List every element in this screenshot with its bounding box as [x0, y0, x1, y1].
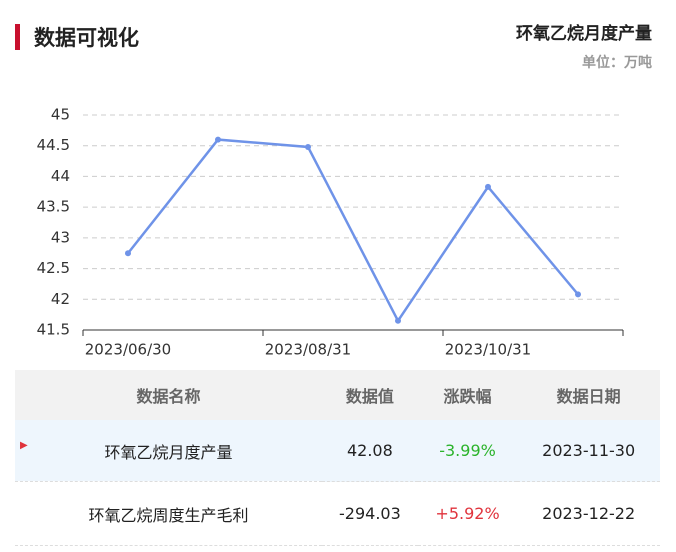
point: [215, 136, 221, 143]
header-bar: [15, 24, 20, 50]
point: [485, 183, 491, 190]
chart-title: 环氧乙烷月度产量: [516, 23, 652, 44]
chart-subtitle: 单位：万吨: [582, 54, 652, 71]
cell-text: 环氧乙烷月度产量: [104, 442, 233, 462]
x-tick-label: 2023/08/31: [265, 341, 351, 359]
point: [125, 250, 131, 257]
chart: 环氧乙烷月度产量 单位：万吨 41.5 42 42.5 43 43.5 44 44.5 45 2…: [37, 23, 652, 359]
cell: -294.03: [322, 481, 418, 546]
x-tick-label: 2023/10/31: [445, 341, 531, 359]
data-table: 数据名称 数据值 涨跌幅 数据日期 ▶ 环氧乙烷月度产量 42.08 -3.99%…: [15, 370, 660, 546]
column-header: 数据日期: [517, 370, 660, 420]
cell: 环氧乙烷周度生产毛利: [15, 481, 322, 546]
y-tick-label: 43: [51, 228, 70, 246]
column-header: 数据值: [322, 370, 418, 420]
y-tick-label: 41.5: [37, 321, 70, 339]
x-tick-label: 2023/06/30: [85, 341, 171, 359]
y-tick-label: 42: [51, 290, 70, 308]
y-tick-label: 45: [51, 106, 70, 124]
table-row[interactable]: ▶ 环氧乙烷月度产量 42.08 -3.99% 2023-11-30: [15, 420, 660, 482]
line: [127, 138, 579, 324]
header-title: 数据可视化: [34, 26, 139, 50]
point: [395, 317, 401, 324]
cell: -3.99%: [417, 420, 518, 482]
y-tick-label: 42.5: [37, 259, 70, 277]
point: [575, 291, 581, 298]
y-tick-label: 44: [51, 167, 70, 185]
column-header: 数据名称: [15, 370, 322, 420]
cell: +5.92%: [417, 481, 518, 546]
cell: 42.08: [322, 420, 418, 482]
cell: ▶ 环氧乙烷月度产量: [15, 420, 322, 482]
column-header: 涨跌幅: [417, 370, 518, 420]
header: 数据可视化: [15, 22, 139, 52]
point: [305, 143, 311, 150]
y-tick-label: 44.5: [37, 136, 70, 154]
y-tick-label: 43.5: [37, 198, 70, 216]
cell: 2023-12-22: [517, 481, 660, 546]
cell: 2023-11-30: [517, 420, 660, 482]
row-marker: ▶: [20, 440, 28, 451]
table-row[interactable]: 环氧乙烷周度生产毛利 -294.03 +5.92% 2023-12-22: [15, 481, 660, 546]
